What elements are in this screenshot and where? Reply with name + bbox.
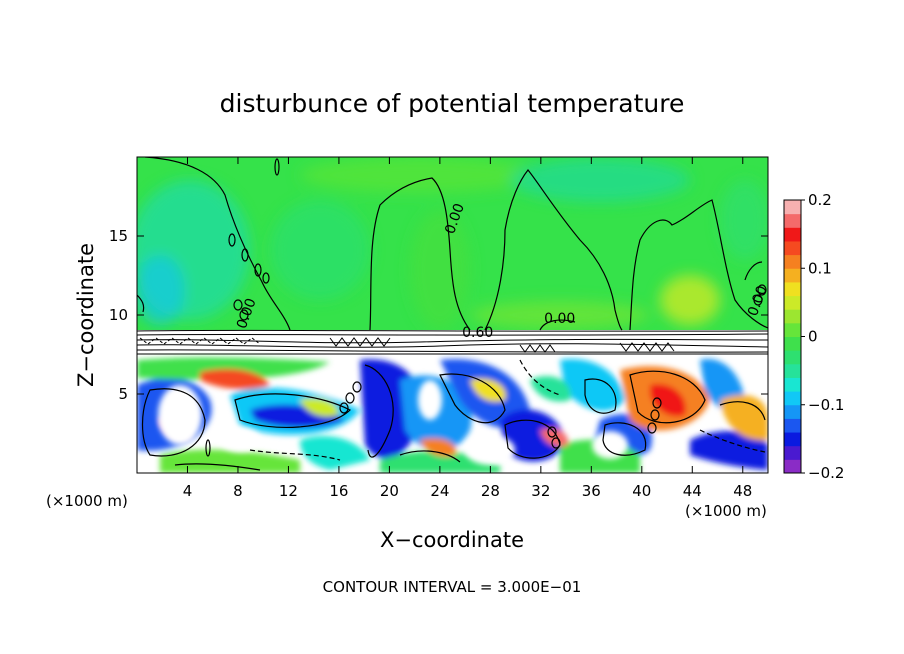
colorbar-swatch xyxy=(784,309,801,324)
upper-small-contours xyxy=(228,158,767,321)
y-axis-label: Z−coordinate xyxy=(74,243,98,387)
y-tick-label: 15 xyxy=(109,227,128,245)
contour-interval-note: CONTOUR INTERVAL = 3.000E−01 xyxy=(323,578,582,596)
colorbar-swatch xyxy=(784,281,801,297)
colorbar-swatch xyxy=(784,459,801,474)
inversion-contours xyxy=(137,329,768,355)
contour-label: 0.60 xyxy=(462,325,493,341)
lower-field-white xyxy=(158,380,628,465)
x-tick-label: 12 xyxy=(279,482,298,500)
y-axis: 5 10 15 xyxy=(109,227,768,403)
x-axis-label: X−coordinate xyxy=(380,528,524,552)
x-tick-label: 40 xyxy=(632,482,651,500)
plot-area: 0.600.000.000.00 0.00 xyxy=(137,157,768,473)
colorbar-tick-label: 0.1 xyxy=(808,259,832,277)
colorbar-tick-label: 0.2 xyxy=(808,191,832,209)
x-tick-label: 28 xyxy=(481,482,500,500)
lower-contours xyxy=(141,359,766,471)
x-tick-label: 44 xyxy=(683,482,702,500)
x-tick-label: 4 xyxy=(183,482,193,500)
colorbar-swatch xyxy=(784,227,801,242)
x-tick-label: 24 xyxy=(430,482,449,500)
upper-field-shading xyxy=(137,157,768,330)
x-tick-label: 16 xyxy=(329,482,348,500)
upper-contours xyxy=(137,157,768,331)
colorbar-tick-label: 0 xyxy=(808,328,818,346)
colorbar-swatch xyxy=(784,432,801,447)
x-tick-label: 32 xyxy=(531,482,550,500)
colorbar-swatch xyxy=(784,377,801,392)
colorbar-swatch xyxy=(784,322,801,337)
colorbar-swatch xyxy=(784,350,801,365)
y-tick-label: 5 xyxy=(118,385,128,403)
lower-small-contours xyxy=(205,381,662,457)
x-tick-label: 36 xyxy=(582,482,601,500)
colorbar-swatch xyxy=(784,391,801,406)
colorbar-swatch xyxy=(784,254,801,269)
y-tick-label: 10 xyxy=(109,306,128,324)
colorbar-swatch xyxy=(784,213,801,228)
x-tick-label: 8 xyxy=(233,482,243,500)
chart-title: disturbunce of potential temperature xyxy=(220,89,685,118)
contour-label: 0.00 xyxy=(544,311,575,327)
x-unit-left: (×1000 m) xyxy=(46,492,128,510)
x-tick-label: 48 xyxy=(733,482,752,500)
x-axis: 4 8 12 16 20 24 28 32 36 40 44 48 xyxy=(183,157,752,500)
x-tick-label: 20 xyxy=(380,482,399,500)
colorbar-swatch xyxy=(784,295,801,310)
colorbar-swatch xyxy=(784,445,801,460)
colorbar-tick-label: −0.2 xyxy=(808,464,844,482)
colorbar-tick-label: −0.1 xyxy=(808,396,844,414)
colorbar-swatch xyxy=(784,336,801,351)
colorbar-swatch xyxy=(784,240,801,256)
colorbar-swatch xyxy=(784,200,801,215)
colorbar: 0.2 0.1 0 −0.1 −0.2 xyxy=(783,191,844,482)
colorbar-swatch xyxy=(784,404,801,419)
colorbar-swatch xyxy=(784,363,801,378)
x-unit-right: (×1000 m) xyxy=(685,502,767,520)
colorbar-swatch xyxy=(784,418,801,433)
colorbar-swatch xyxy=(784,268,801,283)
